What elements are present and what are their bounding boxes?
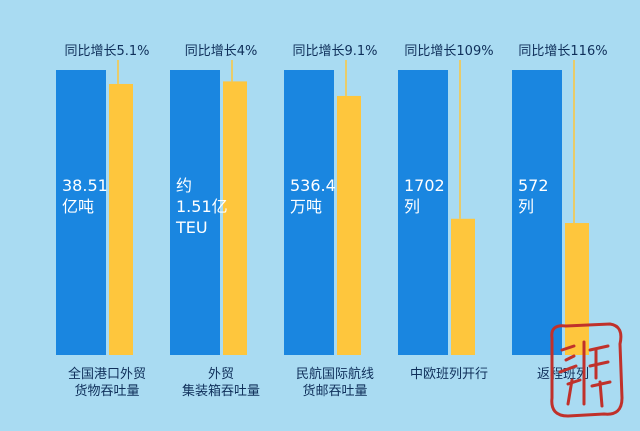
watermark-seal	[544, 320, 626, 420]
bar-blue-4	[512, 70, 562, 355]
growth-label-2: 同比增长9.1%	[292, 44, 378, 59]
value-label-0: 38.51 亿吨	[62, 176, 108, 216]
category-label-4: 返程班列	[536, 367, 589, 382]
category-label-2: 民航国际航线 货邮吞吐量	[295, 367, 374, 399]
growth-label-3: 同比增长109%	[404, 44, 494, 59]
bar-yellow-1	[223, 81, 247, 356]
growth-label-1: 同比增长4%	[184, 44, 258, 59]
value-label-2: 536.4 万吨	[290, 176, 336, 216]
category-label-3: 中欧班列开行	[409, 367, 488, 382]
value-label-3: 1702 列	[404, 176, 445, 216]
category-label-1: 外贸 集装箱吞吐量	[181, 367, 260, 399]
bar-yellow-0	[109, 83, 133, 355]
bar-blue-0	[56, 70, 106, 355]
bar-blue-3	[398, 70, 448, 355]
bar-blue-2	[284, 70, 334, 355]
category-label-0: 全国港口外贸 货物吞吐量	[67, 367, 146, 399]
value-label-4: 572 列	[518, 176, 549, 216]
bar-yellow-4	[565, 223, 589, 355]
bar-yellow-2	[337, 95, 361, 355]
growth-label-4: 同比增长116%	[518, 44, 608, 59]
bar-blue-1	[170, 70, 220, 355]
value-label-1: 约 1.51亿 TEU	[176, 176, 228, 237]
bar-yellow-3	[451, 218, 475, 355]
growth-label-0: 同比增长5.1%	[64, 44, 150, 59]
